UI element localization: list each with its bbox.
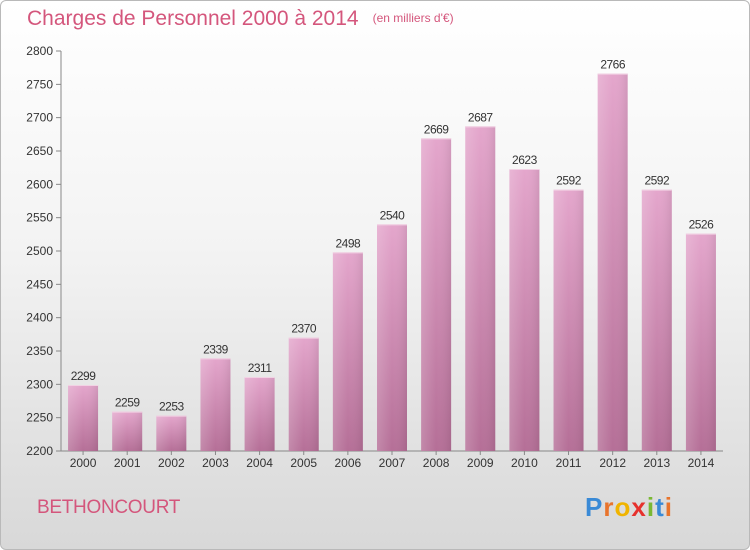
bar-value-label: 2592 xyxy=(644,174,670,188)
bar-shade xyxy=(685,233,716,451)
y-tick-label: 2200 xyxy=(26,444,53,458)
y-tick-label: 2500 xyxy=(26,244,53,258)
bar-value-label: 2299 xyxy=(71,369,97,383)
x-tick-label: 2001 xyxy=(114,456,141,470)
bar-value-label: 2370 xyxy=(291,322,317,336)
logo-letter: x xyxy=(631,492,647,522)
bar-shade xyxy=(112,411,143,451)
x-tick-label: 2012 xyxy=(599,456,626,470)
x-tick-label: 2010 xyxy=(511,456,538,470)
y-tick-label: 2550 xyxy=(26,211,53,225)
logo-letter: i xyxy=(664,492,673,522)
x-tick-label: 2000 xyxy=(70,456,97,470)
logo-letter: P xyxy=(585,492,604,522)
y-tick-label: 2250 xyxy=(26,411,53,425)
y-tick-label: 2350 xyxy=(26,344,53,358)
y-tick-label: 2800 xyxy=(26,44,53,58)
bar-shade xyxy=(509,169,540,451)
bar-value-label: 2766 xyxy=(600,58,626,72)
y-tick-label: 2750 xyxy=(26,77,53,91)
chart-subtitle: (en milliers d'€) xyxy=(372,11,454,25)
x-tick-label: 2005 xyxy=(290,456,317,470)
y-tick-label: 2400 xyxy=(26,311,53,325)
bar-shade xyxy=(421,138,452,452)
logo-letter: i xyxy=(646,492,656,522)
x-tick-label: 2002 xyxy=(158,456,185,470)
y-tick-label: 2300 xyxy=(26,377,53,391)
logo-letter: t xyxy=(655,492,665,522)
bar-shade xyxy=(156,415,187,451)
bar-value-label: 2540 xyxy=(380,208,406,222)
chart-title: Charges de Personnel 2000 à 2014 xyxy=(27,7,359,30)
x-tick-label: 2014 xyxy=(688,456,715,470)
x-tick-label: 2013 xyxy=(643,456,670,470)
commune-name: BETHONCOURT xyxy=(37,497,181,518)
y-tick-label: 2700 xyxy=(26,111,53,125)
y-tick-label: 2450 xyxy=(26,277,53,291)
bar-shade xyxy=(332,252,363,451)
bar-value-label: 2592 xyxy=(556,174,582,188)
bar-value-label: 2339 xyxy=(203,342,229,356)
bar-shade xyxy=(377,224,407,451)
x-tick-label: 2011 xyxy=(556,456,582,470)
logo-letter: o xyxy=(614,492,632,522)
bar-value-label: 2669 xyxy=(424,122,450,136)
bar-shade xyxy=(68,385,99,451)
x-tick-label: 2009 xyxy=(467,456,494,470)
bar-value-label: 2311 xyxy=(248,361,273,375)
x-tick-label: 2006 xyxy=(335,456,362,470)
bar-value-label: 2259 xyxy=(115,396,141,410)
bar-value-label: 2687 xyxy=(468,110,494,124)
bar-value-label: 2623 xyxy=(512,153,538,167)
proxiti-logo: Proxiti xyxy=(585,492,673,523)
bar-shade xyxy=(641,189,672,451)
logo-letter: r xyxy=(603,492,615,522)
x-tick-label: 2004 xyxy=(246,456,273,470)
y-tick-label: 2650 xyxy=(26,144,53,158)
bar-shade xyxy=(465,126,496,451)
bar-shade xyxy=(244,377,275,451)
bar-shade xyxy=(200,358,231,451)
bar-value-label: 2498 xyxy=(336,236,362,250)
bar-value-label: 2253 xyxy=(159,400,185,414)
bar-shade xyxy=(553,189,584,451)
chart-title-block: Charges de Personnel 2000 à 2014 (en mill… xyxy=(27,7,454,31)
bar-shade xyxy=(288,337,319,451)
x-tick-label: 2008 xyxy=(423,456,450,470)
bar-value-label: 2526 xyxy=(689,218,715,232)
x-tick-label: 2003 xyxy=(202,456,229,470)
y-tick-label: 2600 xyxy=(26,177,53,191)
bar-shade xyxy=(597,73,628,452)
x-tick-label: 2007 xyxy=(379,456,406,470)
